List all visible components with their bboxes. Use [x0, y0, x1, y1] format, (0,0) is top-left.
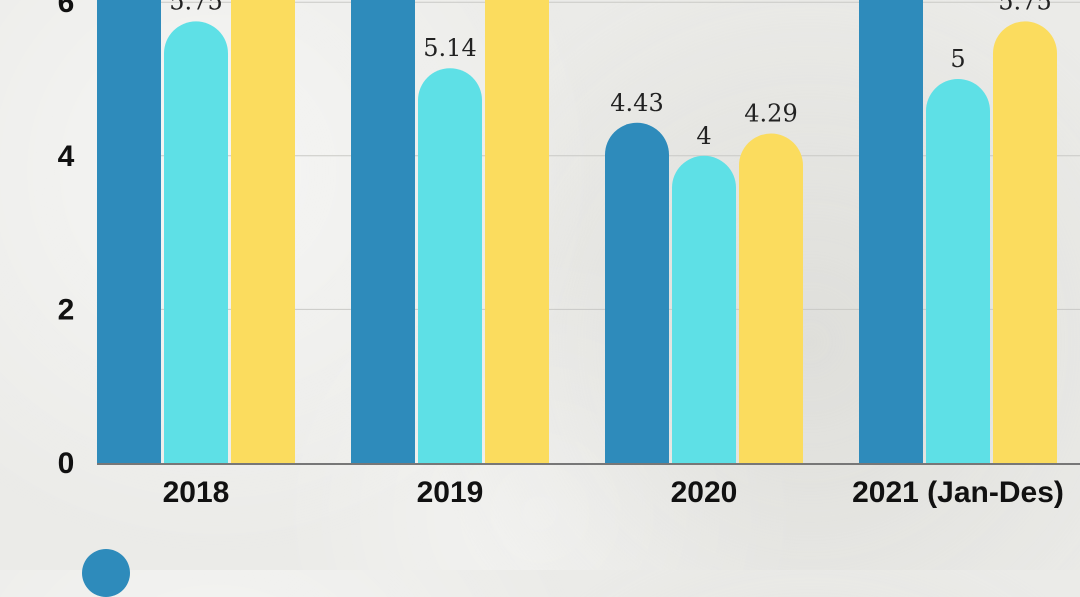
data-label: 4 [696, 122, 711, 150]
data-label: 4.29 [744, 100, 797, 128]
bar [418, 68, 482, 464]
data-label: 4.43 [610, 89, 663, 117]
bar [739, 133, 803, 463]
data-label: 5.75 [998, 0, 1051, 15]
bar [993, 21, 1057, 464]
bar [605, 122, 669, 463]
bar [97, 0, 161, 463]
data-label: 5.75 [169, 0, 222, 15]
bars [97, 0, 1057, 464]
x-category-label: 2021 (Jan-Des) [852, 476, 1064, 509]
data-label: 5 [950, 45, 965, 73]
x-category-label: 2018 [163, 476, 230, 509]
y-tick-label: 4 [58, 140, 75, 173]
y-axis-ticks: 0 2 4 6 [58, 0, 75, 480]
y-tick-label: 6 [58, 0, 75, 19]
bar-chart: 0 2 4 6 4.43 5.75 5.14 4 5 4.29 5.75 2018 2019 2020… [58, 0, 1080, 509]
bar [351, 0, 415, 463]
x-category-label: 2019 [417, 476, 484, 509]
bar [164, 21, 228, 464]
y-tick-label: 2 [58, 293, 75, 326]
bar [926, 79, 990, 463]
bar [672, 155, 736, 464]
bar [485, 0, 549, 463]
legend [82, 549, 148, 597]
data-label: 5.14 [423, 34, 476, 62]
data-labels: 4.43 5.75 5.14 4 5 4.29 5.75 [169, 0, 1051, 150]
legend-swatch [82, 549, 130, 597]
x-axis-categories: 2018 2019 2020 2021 (Jan-Des) [163, 476, 1064, 509]
bar [231, 0, 295, 463]
y-tick-label: 0 [58, 447, 75, 480]
bar [859, 0, 923, 463]
x-category-label: 2020 [671, 476, 738, 509]
